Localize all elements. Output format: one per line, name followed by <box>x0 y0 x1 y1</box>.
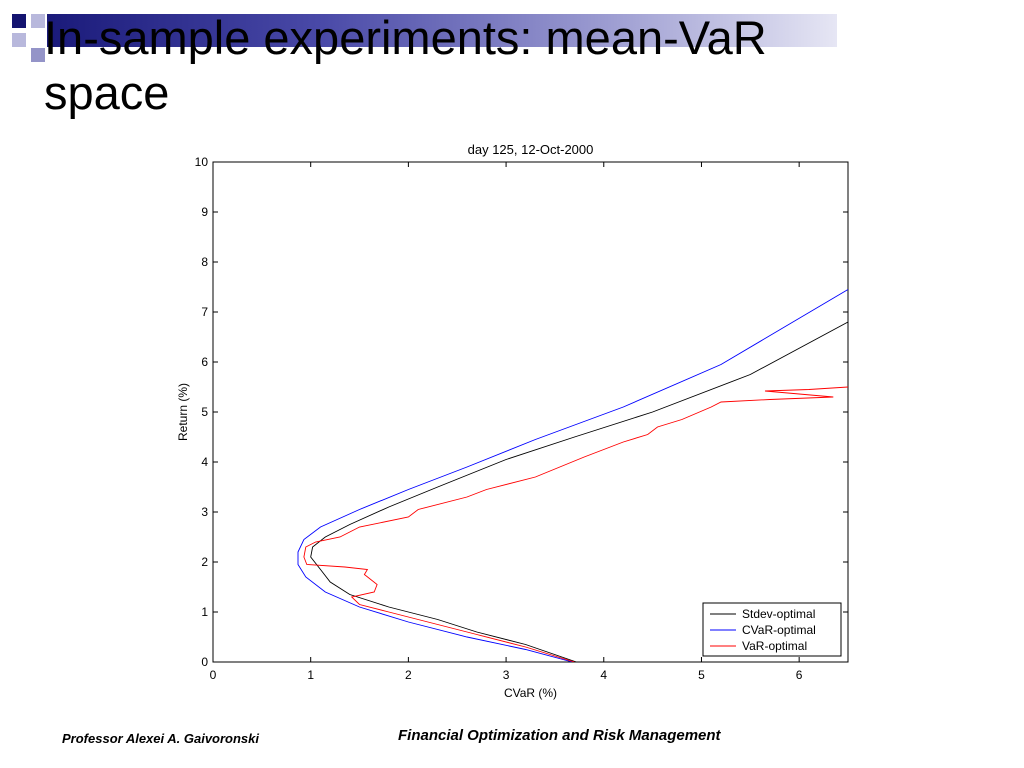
legend-label: CVaR-optimal <box>742 623 816 637</box>
y-tick-label: 8 <box>201 255 208 269</box>
series-line-var-optimal <box>303 386 848 662</box>
x-tick-label: 0 <box>210 668 217 682</box>
y-tick-label: 7 <box>201 305 208 319</box>
x-tick-label: 4 <box>600 668 607 682</box>
decor-square <box>31 14 45 28</box>
x-axis-label: CVaR (%) <box>504 686 557 700</box>
y-tick-label: 4 <box>201 455 208 469</box>
x-tick-label: 3 <box>503 668 510 682</box>
y-tick-label: 0 <box>201 655 208 669</box>
series-line-cvar-optimal <box>297 289 848 662</box>
y-tick-label: 1 <box>201 605 208 619</box>
y-tick-label: 3 <box>201 505 208 519</box>
y-tick-label: 6 <box>201 355 208 369</box>
footer-author: Professor Alexei A. Gaivoronski <box>62 731 259 746</box>
y-tick-label: 2 <box>201 555 208 569</box>
decor-square <box>31 48 45 62</box>
legend-label: Stdev-optimal <box>742 607 815 621</box>
footer-course-title: Financial Optimization and Risk Manageme… <box>398 727 721 744</box>
series-line-stdev-optimal <box>310 321 848 662</box>
x-tick-label: 5 <box>698 668 705 682</box>
y-tick-label: 5 <box>201 405 208 419</box>
y-tick-label: 9 <box>201 205 208 219</box>
y-tick-label: 10 <box>195 155 209 169</box>
title-accent-bar <box>47 14 837 47</box>
x-tick-label: 2 <box>405 668 412 682</box>
slide-title: In-sample experiments: mean-VaR space <box>44 11 767 119</box>
chart-title: day 125, 12-Oct-2000 <box>468 142 594 157</box>
y-axis-label: Return (%) <box>176 383 190 441</box>
x-tick-label: 1 <box>307 668 314 682</box>
x-tick-label: 6 <box>796 668 803 682</box>
legend-label: VaR-optimal <box>742 639 807 653</box>
decor-square <box>12 33 26 47</box>
plot-frame <box>212 161 849 663</box>
decor-square <box>12 14 26 28</box>
